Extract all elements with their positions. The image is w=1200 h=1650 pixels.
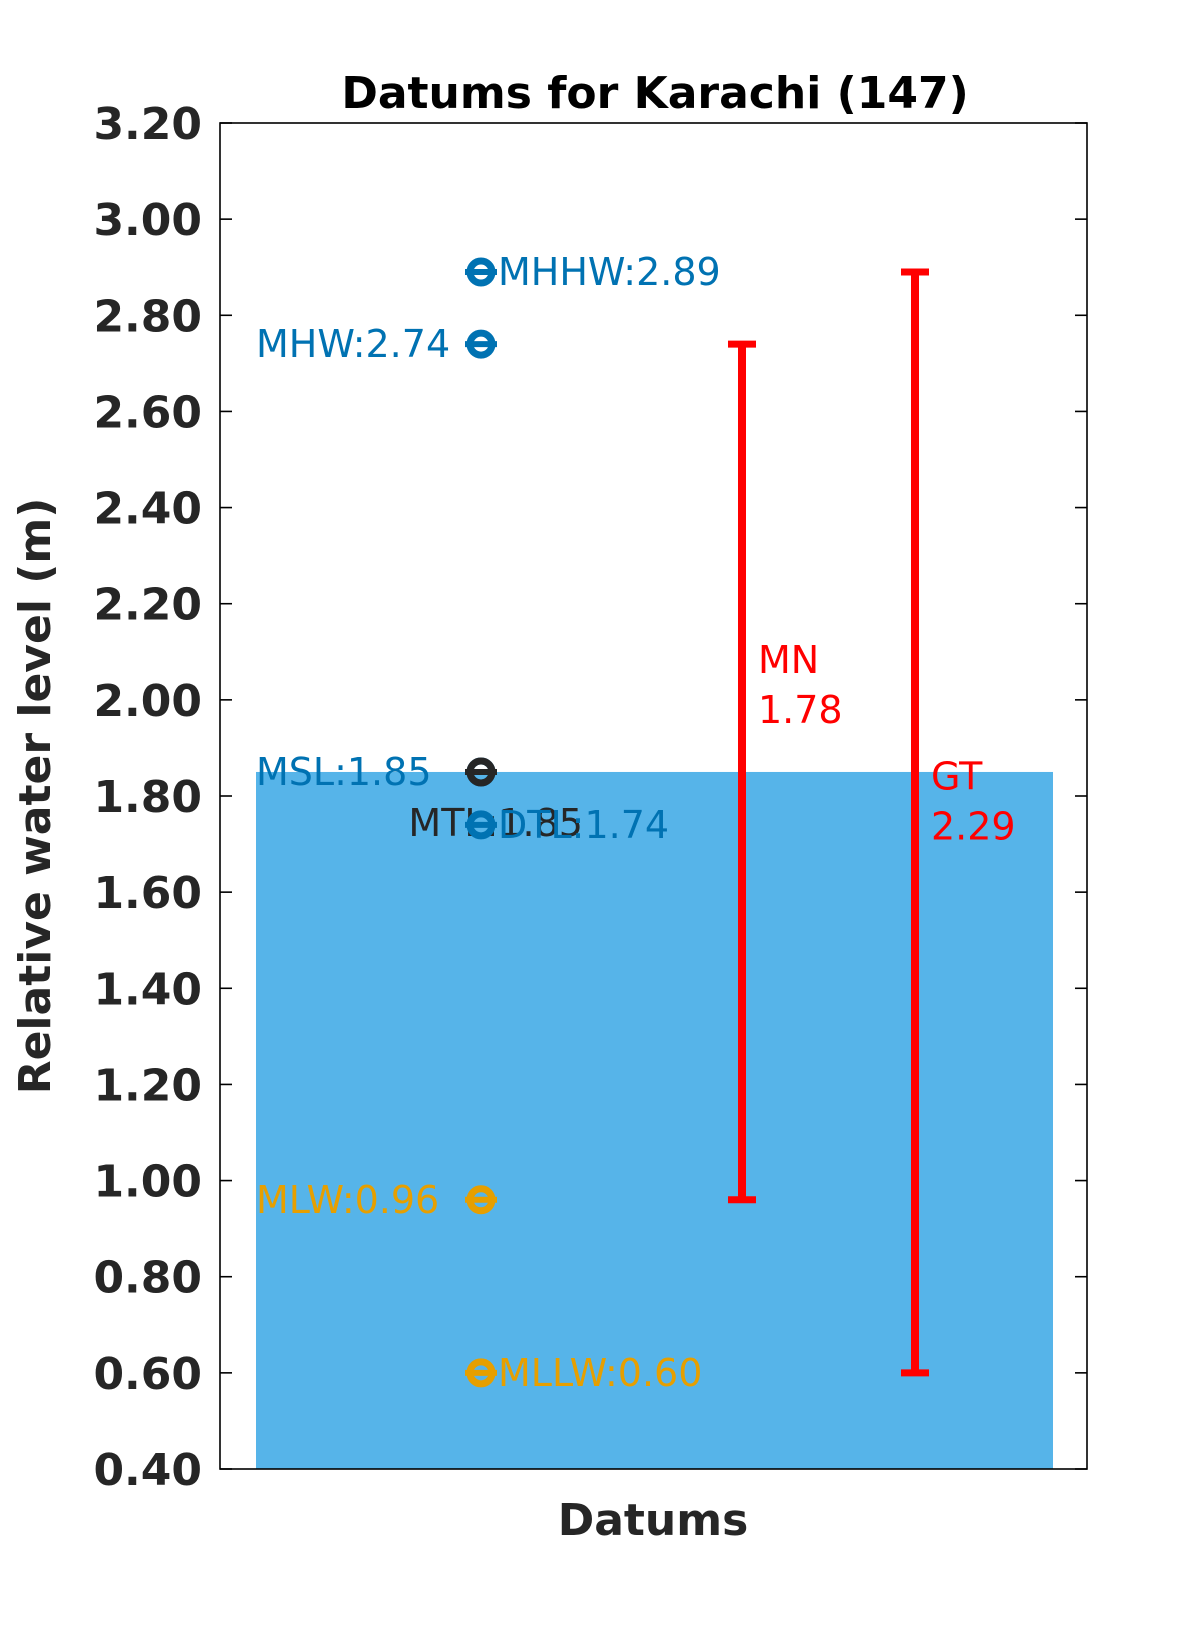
y-tick-label: 0.40 — [93, 1445, 202, 1496]
y-tick-label: 2.60 — [93, 387, 202, 438]
y-tick-label: 2.40 — [93, 484, 202, 535]
y-tick-label: 0.80 — [93, 1253, 202, 1304]
mhw-label: MHW:2.74 — [256, 322, 450, 366]
chart-title: Datums for Karachi (147) — [341, 68, 968, 119]
y-axis-label: Relative water level (m) — [10, 498, 61, 1095]
mlw-label: MLW:0.96 — [256, 1178, 439, 1222]
y-tick-label: 2.80 — [93, 291, 202, 342]
y-tick-label: 2.00 — [93, 676, 202, 727]
y-tick-label: 1.80 — [93, 772, 202, 823]
msl-label: MSL:1.85 — [256, 750, 432, 794]
y-tick-label: 1.20 — [93, 1060, 202, 1111]
y-tick-label: 2.20 — [93, 580, 202, 631]
mn-range-name: MN — [758, 638, 819, 682]
y-tick-label: 1.40 — [93, 964, 202, 1015]
mn-range-value: 1.78 — [758, 688, 843, 732]
y-tick-label: 1.00 — [93, 1157, 202, 1208]
msl-bar — [256, 771, 1053, 1469]
gt-range-name: GT — [931, 754, 983, 798]
mllw-label: MLLW:0.60 — [498, 1351, 702, 1395]
y-tick-label: 3.20 — [93, 99, 202, 150]
gt-range-value: 2.29 — [931, 804, 1016, 848]
y-tick-label: 3.00 — [93, 195, 202, 246]
mhhw-label: MHHW:2.89 — [498, 250, 721, 294]
dtl-label: DTL:1.74 — [498, 803, 669, 847]
y-tick-label: 1.60 — [93, 868, 202, 919]
x-axis-label: Datums — [558, 1495, 749, 1546]
y-tick-label: 0.60 — [93, 1349, 202, 1400]
